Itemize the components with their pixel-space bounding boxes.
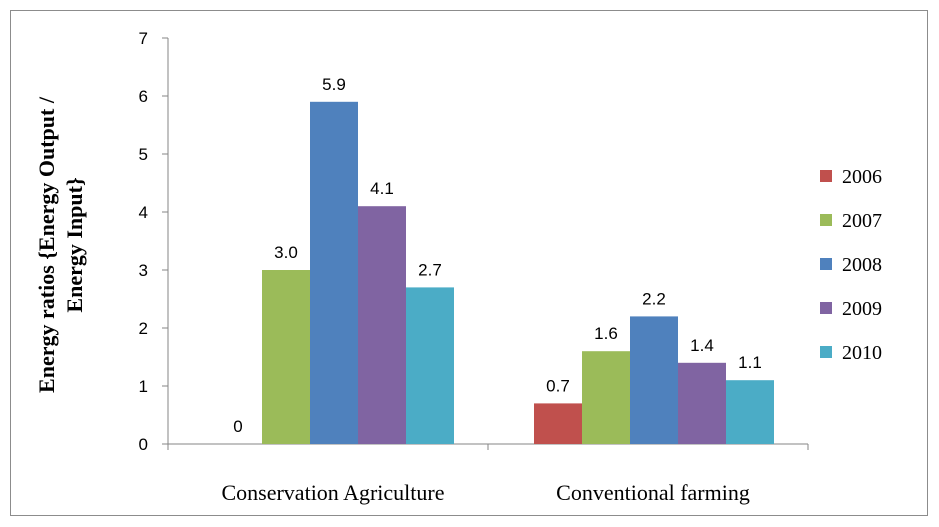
legend: 2006 2007 2008 2009 2010 [820,166,882,364]
data-label-2009-1: 1.4 [690,336,714,355]
y-tick-label: 2 [139,319,148,338]
legend-label-2006: 2006 [842,166,882,188]
chart-frame [10,10,928,516]
data-label-2009-0: 4.1 [370,179,394,198]
y-tick-label: 4 [139,203,148,222]
y-axis-title-line-2: Energy Input} [62,177,87,312]
legend-swatch-2006 [820,170,832,182]
bar-2006-1 [534,403,582,444]
data-label-2010-0: 2.7 [418,260,442,279]
legend-swatch-2007 [820,214,832,226]
y-axis-title: Energy ratios {Energy Output / Energy In… [34,96,87,393]
legend-swatch-2008 [820,258,832,270]
y-tick-label: 6 [139,87,148,106]
data-label-2007-1: 1.6 [594,324,618,343]
y-tick-label: 5 [139,145,148,164]
y-axis-title-line-1: Energy ratios {Energy Output / [34,96,59,393]
bar-2009-0 [358,206,406,444]
data-label-2006-0: 0 [233,417,242,436]
data-label-2010-1: 1.1 [738,353,762,372]
y-tick-label: 3 [139,261,148,280]
legend-swatch-2010 [820,346,832,358]
bar-2007-0 [262,270,310,444]
legend-label-2008: 2008 [842,254,882,276]
bar-2007-1 [582,351,630,444]
bar-2009-1 [678,362,726,444]
legend-swatch-2009 [820,302,832,314]
legend-label-2009: 2009 [842,298,882,320]
data-label-2008-0: 5.9 [322,75,346,94]
legend-label-2007: 2007 [842,210,882,232]
x-category-label: Conventional farming [556,480,750,505]
bars: 0 3.0 5.9 4.1 2.7 0.7 1.6 2.2 1.4 1.1 [233,75,774,445]
bar-2010-1 [726,380,774,444]
axes: 0 1 2 3 4 5 6 7 Conservation Agriculture Conventi… [139,29,809,505]
data-label-2006-1: 0.7 [546,376,570,395]
data-label-2008-1: 2.2 [642,289,666,308]
x-category-label: Conservation Agriculture [221,480,444,505]
legend-label-2010: 2010 [842,342,882,364]
y-tick-label: 1 [139,377,148,396]
bar-2008-0 [310,101,358,445]
bar-2010-0 [406,287,454,444]
data-label-2007-0: 3.0 [274,243,298,262]
y-tick-label: 7 [139,29,148,48]
y-tick-label: 0 [139,435,148,454]
bar-2008-1 [630,316,678,444]
